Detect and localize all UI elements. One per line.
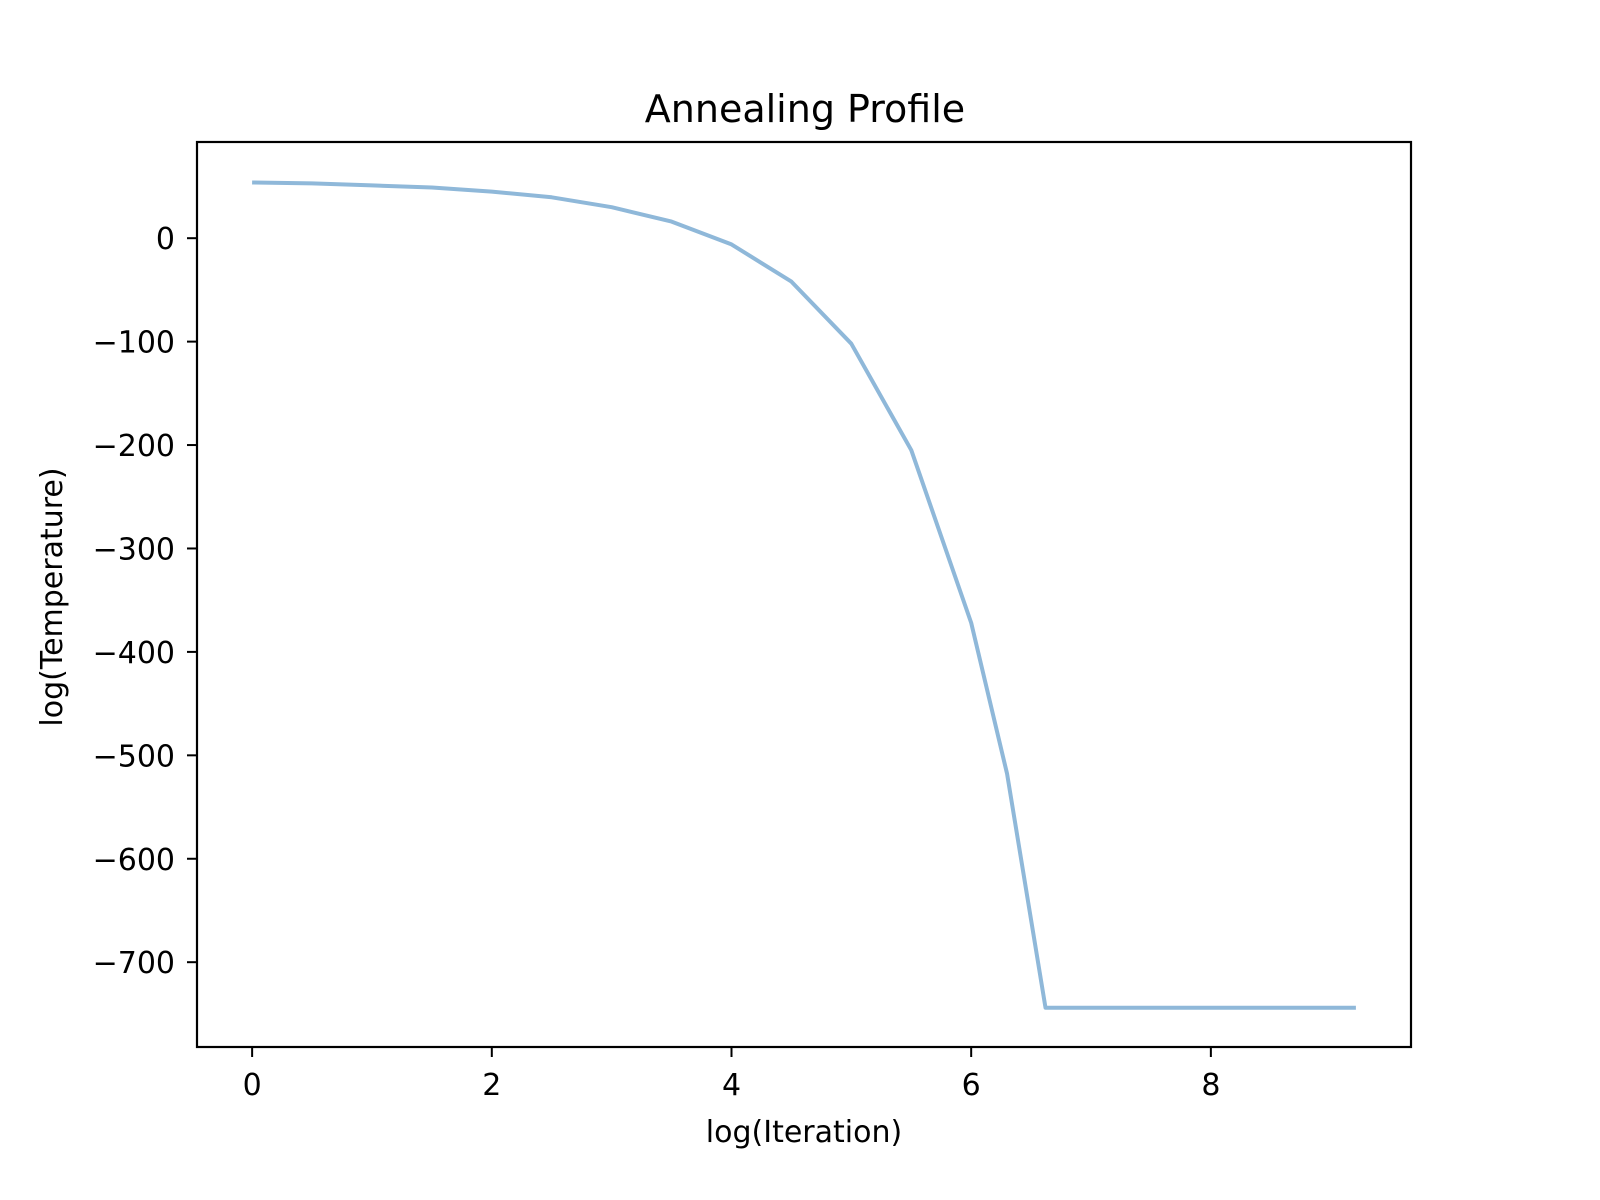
series-layer [252, 180, 1356, 1010]
y-axis-label: log(Temperature) [35, 467, 70, 726]
y-axis-ticks: 0 −100 −200 −300 −400 −500 −600 −700 [93, 222, 197, 981]
series-line-0 [252, 180, 1356, 1010]
x-tick-label: 4 [722, 1068, 741, 1103]
y-tick-label: −700 [93, 946, 175, 981]
x-tick-label: 6 [962, 1068, 981, 1103]
x-tick-label: 0 [243, 1068, 262, 1103]
x-axis-label: log(Iteration) [706, 1115, 902, 1150]
y-tick-label: −400 [93, 636, 175, 671]
y-tick-label: 0 [156, 222, 175, 257]
y-tick-label: −600 [93, 843, 175, 878]
y-tick-label: −100 [93, 326, 175, 361]
x-axis-ticks: 0 2 4 6 8 [243, 1047, 1220, 1103]
y-tick-label: −300 [93, 532, 175, 567]
y-tick-label: −200 [93, 429, 175, 464]
plot-frame [195, 140, 1413, 1049]
chart-title: Annealing Profile [645, 87, 965, 131]
y-tick-label: −500 [93, 739, 175, 774]
x-tick-label: 2 [482, 1068, 501, 1103]
x-tick-label: 8 [1201, 1068, 1220, 1103]
